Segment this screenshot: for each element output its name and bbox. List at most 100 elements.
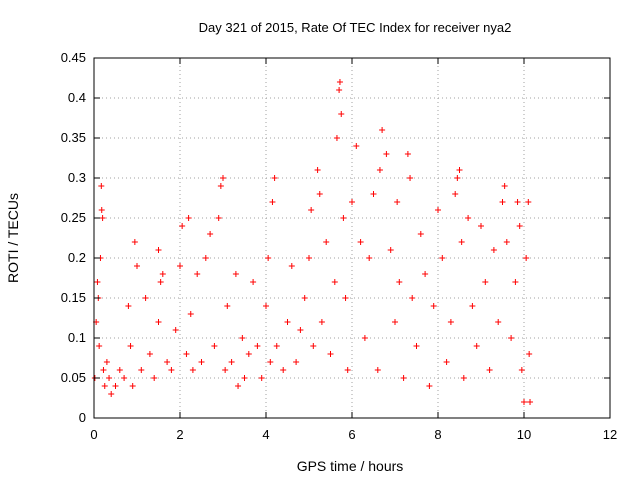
data-point <box>159 271 166 277</box>
data-point <box>207 231 214 237</box>
data-point <box>495 319 502 325</box>
data-point <box>349 199 355 205</box>
data-point <box>473 343 480 349</box>
data-point <box>215 215 222 221</box>
data-point <box>100 367 107 373</box>
x-tick-label: 12 <box>603 427 617 442</box>
y-tick-label: 0.1 <box>68 330 86 345</box>
data-point <box>194 271 201 277</box>
data-point <box>101 383 108 389</box>
data-point <box>297 327 304 333</box>
data-point <box>265 255 272 261</box>
data-point <box>177 263 183 269</box>
data-point <box>327 351 334 357</box>
data-point <box>155 247 162 253</box>
data-point <box>454 175 461 181</box>
data-point <box>164 359 171 365</box>
data-point <box>179 223 186 229</box>
y-tick-label: 0.2 <box>68 250 86 265</box>
data-point <box>131 239 138 245</box>
data-point <box>478 223 484 229</box>
data-point <box>523 255 530 261</box>
data-point <box>344 367 351 373</box>
data-point <box>338 111 345 117</box>
data-point <box>394 199 401 205</box>
data-point <box>516 223 523 229</box>
data-point <box>157 279 164 285</box>
data-point <box>98 207 105 213</box>
data-point <box>172 327 179 333</box>
x-axis-label: GPS time / hours <box>297 458 404 474</box>
data-point <box>376 167 383 173</box>
y-tick-label: 0 <box>79 410 86 425</box>
data-point <box>407 175 414 181</box>
data-point <box>396 279 403 285</box>
data-point <box>514 199 521 205</box>
data-point <box>103 359 110 365</box>
data-point <box>284 319 291 325</box>
data-point <box>211 343 218 349</box>
data-point <box>512 279 519 285</box>
data-point <box>422 271 429 277</box>
data-point <box>155 319 162 325</box>
data-point <box>387 247 394 253</box>
data-point <box>189 367 196 373</box>
chart-title: Day 321 of 2015, Rate Of TEC Index for r… <box>199 20 512 35</box>
y-tick-label: 0.35 <box>61 130 86 145</box>
y-tick-label: 0.15 <box>61 290 86 305</box>
data-point <box>490 247 497 253</box>
x-tick-label: 8 <box>434 427 441 442</box>
data-point <box>245 351 252 357</box>
data-point <box>134 263 140 269</box>
data-point <box>435 207 441 213</box>
data-point <box>267 359 274 365</box>
data-point <box>527 399 534 405</box>
data-point <box>185 215 192 221</box>
data-point <box>409 295 416 301</box>
data-point <box>202 255 209 261</box>
y-tick-label: 0.4 <box>68 90 86 105</box>
data-point <box>316 191 323 197</box>
data-point <box>96 343 103 349</box>
x-tick-label: 6 <box>348 427 355 442</box>
data-point <box>526 351 533 357</box>
data-point <box>439 255 446 261</box>
data-point <box>469 303 476 309</box>
data-point <box>125 303 132 309</box>
data-point <box>465 215 472 221</box>
data-point <box>271 175 278 181</box>
grid-lines <box>94 58 610 418</box>
data-point <box>168 367 175 373</box>
data-point <box>452 191 459 197</box>
data-point <box>142 295 149 301</box>
data-point <box>361 335 368 341</box>
data-point <box>443 359 450 365</box>
data-point <box>404 151 411 157</box>
data-point <box>235 383 242 389</box>
data-point <box>318 319 325 325</box>
data-point <box>430 303 437 309</box>
data-point <box>250 279 257 285</box>
data-point <box>138 367 145 373</box>
data-point <box>301 295 308 301</box>
data-point <box>293 359 300 365</box>
data-point <box>288 263 295 269</box>
y-tick-label: 0.3 <box>68 170 86 185</box>
data-point <box>94 279 101 285</box>
data-point <box>224 303 231 309</box>
data-point <box>336 87 343 93</box>
data-point <box>383 151 390 157</box>
data-point <box>254 343 261 349</box>
data-point <box>151 375 158 381</box>
data-point <box>486 367 493 373</box>
data-point <box>353 143 360 149</box>
data-point <box>222 367 229 373</box>
data-point <box>308 207 315 213</box>
y-tick-label: 0.25 <box>61 210 86 225</box>
data-point <box>106 375 113 381</box>
data-point <box>370 191 377 197</box>
data-point <box>331 279 338 285</box>
data-point <box>447 319 454 325</box>
data-point <box>323 239 330 245</box>
